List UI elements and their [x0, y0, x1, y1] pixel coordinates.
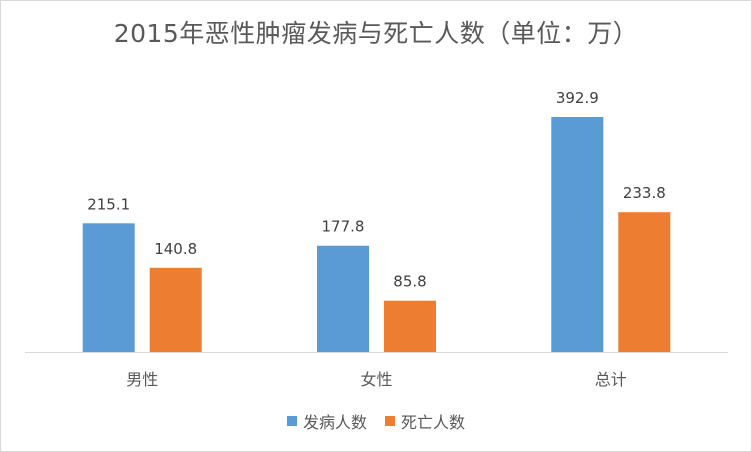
- bar-deaths-total: [618, 212, 671, 352]
- legend-swatch-incidence: [286, 416, 297, 426]
- chart-title: 2015年恶性肿瘤发病与死亡人数（单位：万）: [113, 19, 639, 48]
- bar-incidence-total: [551, 117, 604, 352]
- category-label-total: 总计: [595, 370, 627, 389]
- legend-item-deaths: 死亡人数: [385, 409, 465, 433]
- data-label-deaths-female: 85.8: [393, 273, 426, 291]
- legend-label-incidence: 发病人数: [302, 413, 367, 432]
- bar-deaths-male: [149, 267, 202, 352]
- bar-incidence-female: [317, 245, 369, 352]
- bar-deaths-female: [384, 300, 436, 352]
- legend-swatch-deaths: [385, 416, 395, 426]
- data-label-incidence-female: 177.8: [322, 218, 365, 236]
- data-label-deaths-male: 140.8: [154, 240, 197, 258]
- category-label-male: 男性: [126, 370, 158, 389]
- data-label-incidence-total: 392.9: [556, 89, 599, 107]
- category-label-female: 女性: [360, 370, 392, 389]
- data-label-deaths-total: 233.8: [623, 184, 666, 202]
- legend-label-deaths: 死亡人数: [401, 413, 466, 432]
- legend: 发病人数 死亡人数: [0, 409, 752, 433]
- data-label-incidence-male: 215.1: [87, 195, 130, 213]
- legend-item-incidence: 发病人数: [286, 409, 367, 433]
- bar-incidence-male: [82, 223, 135, 352]
